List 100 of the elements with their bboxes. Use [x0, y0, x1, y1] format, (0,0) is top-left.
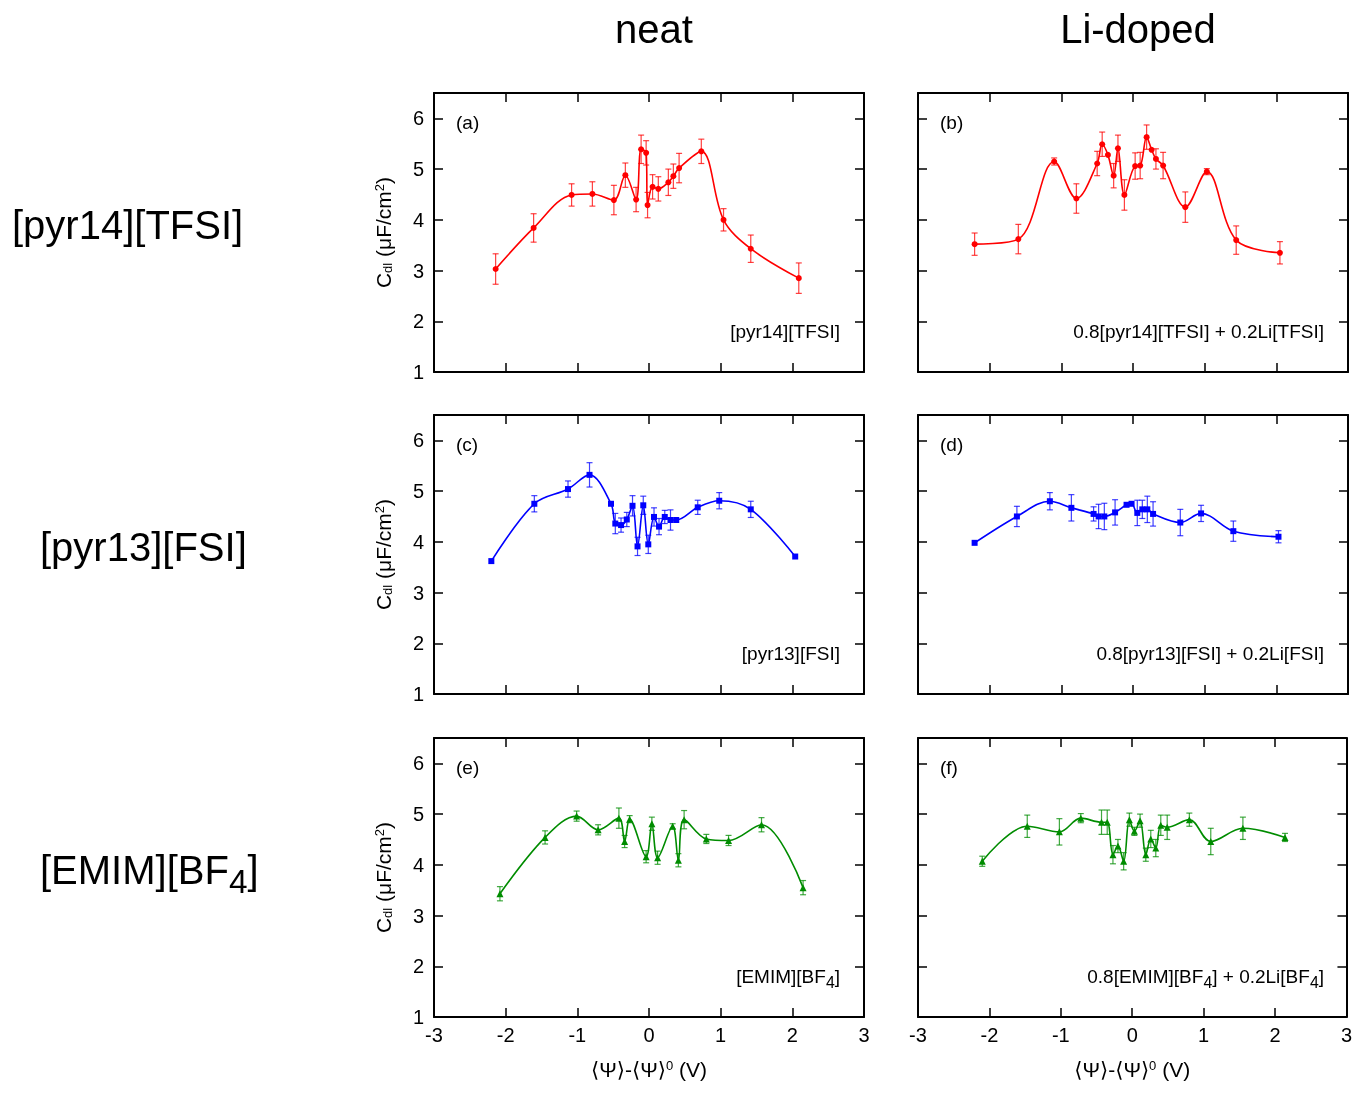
annotation: [EMIM][BF$_{4}$]	[736, 966, 840, 992]
point	[492, 266, 499, 273]
x-tick-label: 2	[1269, 1024, 1281, 1046]
y-tick-label: 5	[412, 480, 424, 503]
point	[541, 833, 549, 841]
annotation: (e)	[456, 757, 480, 779]
point	[676, 165, 683, 172]
point	[799, 884, 807, 892]
y-tick-label: 2	[412, 632, 424, 655]
x-tick-label: 0	[643, 1024, 655, 1046]
point	[530, 224, 537, 231]
point	[633, 196, 640, 203]
point	[1233, 237, 1240, 244]
point	[694, 504, 701, 511]
point	[651, 513, 658, 520]
point	[623, 516, 630, 523]
y-tick-label: 1	[412, 361, 424, 383]
y-tick-label: 5	[412, 158, 424, 181]
point	[1137, 162, 1144, 169]
point	[1144, 506, 1151, 513]
x-tick-label: 2	[786, 1024, 798, 1046]
point	[1152, 155, 1159, 162]
x-tick-label: -3	[425, 1024, 443, 1046]
point	[638, 146, 645, 153]
point	[531, 500, 538, 507]
x-tick-label: 1	[715, 1024, 727, 1046]
point	[673, 517, 680, 524]
y-axis-title: Cdl (μF/cm2)	[372, 498, 395, 611]
x-tick-label: 1	[1198, 1024, 1210, 1046]
point	[674, 856, 682, 864]
point	[586, 471, 593, 478]
x-tick-label: -3	[909, 1024, 927, 1046]
x-tick-label: 0	[1126, 1024, 1138, 1046]
text: [EMIM][BF$_{4}$]	[40, 847, 259, 901]
point	[1152, 844, 1160, 852]
point	[629, 502, 636, 509]
point	[1103, 818, 1111, 826]
point	[758, 821, 766, 829]
point	[645, 541, 652, 548]
y-tick-label: 3	[412, 581, 424, 604]
point	[496, 890, 504, 898]
point	[648, 820, 656, 828]
x-tick-label: -2	[496, 1024, 515, 1046]
point	[1150, 510, 1157, 517]
point	[1239, 824, 1247, 832]
annotation: (f)	[940, 757, 958, 779]
point	[1148, 146, 1155, 153]
annotation: [pyr13][FSI]	[741, 643, 840, 665]
annotation: 0.8[pyr14][TFSI] + 0.2Li[TFSI]	[1073, 321, 1324, 343]
y-tick-label: 4	[412, 208, 424, 231]
y-tick-label: 3	[412, 259, 424, 282]
point	[1112, 509, 1119, 516]
point	[1163, 823, 1171, 831]
x-tick-label: 3	[858, 1024, 870, 1046]
point	[1120, 857, 1128, 865]
point	[1198, 510, 1205, 517]
point	[488, 558, 495, 565]
point	[1098, 818, 1106, 826]
point	[1157, 821, 1165, 829]
point	[1110, 172, 1117, 179]
x-tick-label: 3	[1340, 1024, 1352, 1046]
y-axis-title: Cdl (μF/cm2)	[372, 821, 395, 934]
point	[747, 506, 754, 513]
point	[640, 502, 647, 509]
point	[1094, 160, 1101, 167]
point	[1114, 842, 1122, 850]
point	[568, 191, 575, 198]
point	[1109, 851, 1117, 859]
annotation: 0.8[pyr13][FSI] + 0.2Li[FSI]	[1096, 643, 1324, 665]
point	[1276, 249, 1283, 256]
point	[971, 539, 978, 546]
annotation: (b)	[940, 112, 964, 134]
x-tick-label: -1	[568, 1024, 587, 1046]
point	[1073, 195, 1080, 202]
point	[1046, 498, 1053, 505]
point	[643, 149, 650, 156]
point	[589, 190, 596, 197]
point	[1207, 837, 1215, 845]
point	[670, 173, 677, 180]
point	[1134, 509, 1141, 516]
y-tick-label: 3	[412, 904, 424, 927]
point	[622, 172, 629, 179]
y-tick-label: 4	[412, 853, 424, 876]
point	[634, 543, 641, 550]
point	[1185, 816, 1193, 824]
point	[644, 202, 651, 209]
point	[792, 553, 799, 560]
point	[971, 241, 978, 248]
point	[1015, 236, 1022, 243]
point	[1128, 500, 1135, 507]
y-tick-label: 4	[412, 530, 424, 553]
point	[1182, 204, 1189, 211]
annotation: (a)	[456, 112, 480, 134]
y-tick-label: 6	[412, 429, 424, 452]
annotation: (c)	[456, 434, 479, 456]
annotation: 0.8[EMIM][BF$_{4}$] + 0.2Li[BF$_{4}$]	[1087, 966, 1324, 992]
annotation: [pyr14][TFSI]	[730, 321, 840, 343]
point	[565, 486, 572, 493]
y-tick-label: 5	[412, 803, 424, 826]
chart-title: Li-doped	[1060, 7, 1216, 51]
